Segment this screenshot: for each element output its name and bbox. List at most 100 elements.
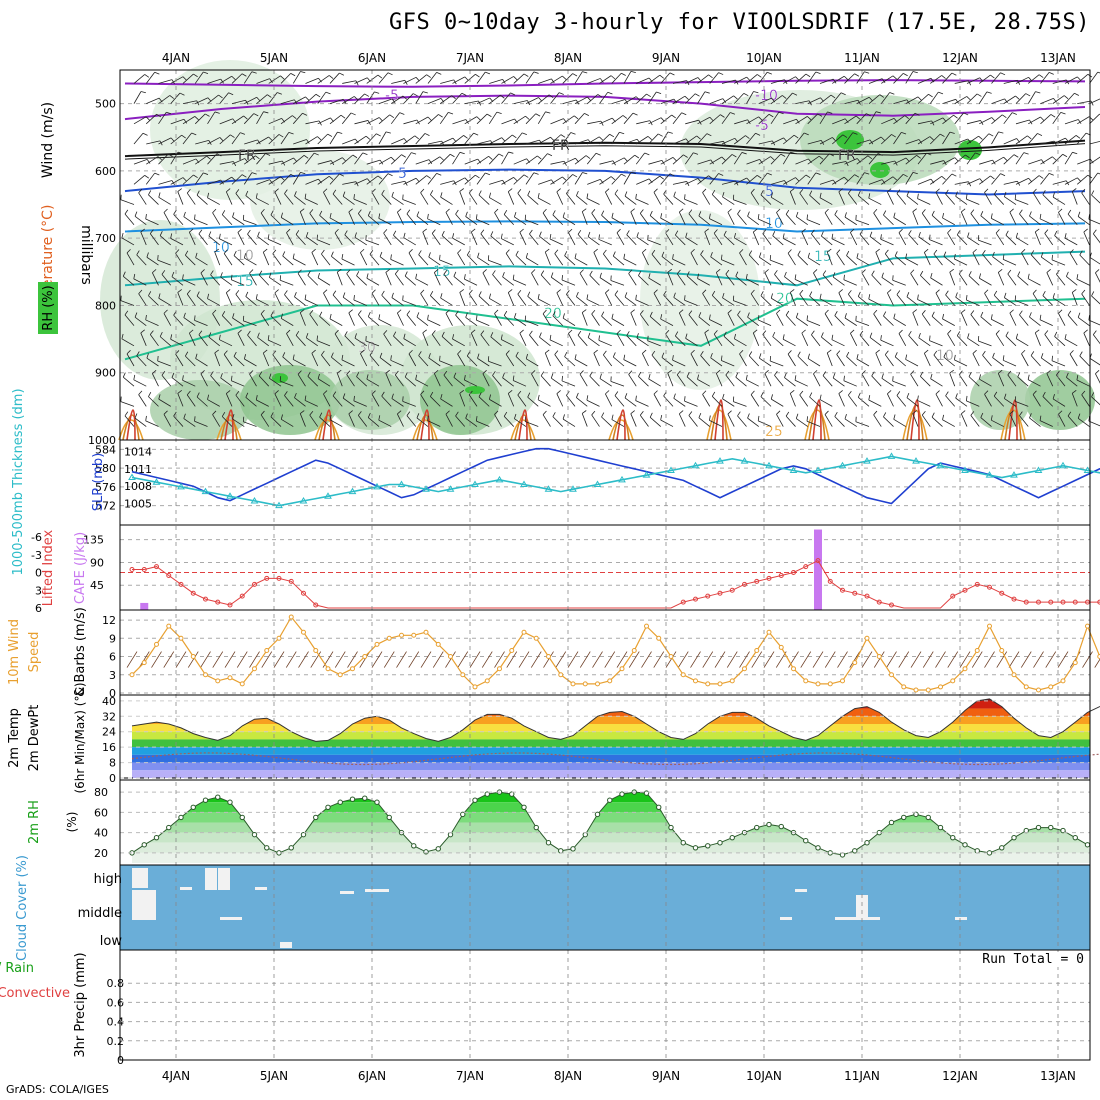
wind-barb-flag <box>348 410 353 415</box>
wind-barb <box>525 421 539 427</box>
wind-barb-flag <box>1027 135 1032 140</box>
wind-barb <box>856 113 867 125</box>
wind-barb <box>713 333 723 347</box>
wind-barb-flag <box>607 91 613 95</box>
wind-barb <box>958 273 968 286</box>
wind-barb-flag <box>371 289 376 294</box>
wind-barb <box>834 214 845 226</box>
wind-barb-flag <box>799 390 804 396</box>
wind-barb <box>1019 415 1029 427</box>
wind-barb <box>378 218 392 226</box>
wind-barb-flag <box>171 372 175 378</box>
wind-barb <box>158 398 171 407</box>
wind-speed-marker <box>827 681 833 687</box>
wind-barb <box>195 257 208 266</box>
wind-barb <box>235 394 245 407</box>
wind-barb <box>379 357 392 367</box>
wind-barb <box>978 91 988 104</box>
thickness-marker <box>250 496 259 504</box>
wind-barb-flag <box>309 209 314 214</box>
wind-barb <box>549 339 563 347</box>
thickness-marker <box>814 466 822 473</box>
wind-barb <box>465 317 478 326</box>
wind-barb-flag <box>679 309 684 314</box>
wind-barb-flag <box>834 210 838 215</box>
wind-barb <box>268 176 281 185</box>
wind-barb-flag <box>591 209 596 214</box>
wind-barb <box>824 212 833 225</box>
wind-barb-flag <box>284 290 288 295</box>
wind-barb <box>856 71 865 84</box>
wind-barb <box>183 418 196 427</box>
wind-barb <box>317 75 330 84</box>
wind-speed-marker <box>423 629 429 635</box>
wind-barb-flag <box>427 213 429 219</box>
rh-marker <box>411 843 417 849</box>
wind-barb <box>636 178 650 185</box>
rh-marker <box>1084 842 1091 848</box>
wind-barb <box>1009 211 1017 225</box>
upper-wind-label: Wind (m/s) <box>40 102 56 178</box>
wind-barb-flag <box>413 93 418 97</box>
wind-barb <box>306 337 318 347</box>
wind-barb-flag <box>770 156 775 161</box>
wind-barb-flag <box>331 352 334 358</box>
wind-barb <box>850 232 858 246</box>
wind-barb-flag <box>570 132 576 135</box>
wind-barb <box>317 133 328 145</box>
wind-barb-flag <box>391 191 394 197</box>
wind-barb-flag <box>464 76 469 81</box>
wind-barb <box>832 176 845 185</box>
wind-barb-flag <box>778 111 784 115</box>
wind-barb <box>697 91 706 104</box>
wind-barb-flag <box>307 371 311 377</box>
wind-barb <box>194 71 204 84</box>
wind-barb <box>601 416 613 427</box>
wind-barb <box>663 395 674 407</box>
wind-barb-flag <box>852 132 858 135</box>
wind-barb-flag <box>494 309 499 314</box>
wind-barb <box>1052 180 1067 185</box>
wind-barb <box>747 316 759 326</box>
wind-barb-flag <box>1058 410 1063 415</box>
wind-barb-flag <box>390 156 395 161</box>
wind-barb <box>478 295 490 306</box>
wind-barb-flag <box>545 349 550 354</box>
wind-barb-flag <box>280 414 283 420</box>
wind-barb <box>262 252 270 266</box>
wind-barb <box>146 140 160 145</box>
wind-barb <box>991 131 999 145</box>
wind-barb <box>734 135 746 145</box>
wind-barb-flag <box>595 152 601 156</box>
wind-barb-flag <box>961 309 966 314</box>
wind-barb <box>943 255 956 266</box>
wind-barb <box>893 157 907 165</box>
wind-speed-marker <box>203 672 208 678</box>
wind-barb <box>970 213 980 225</box>
wind-barb <box>223 354 233 367</box>
wind-barb <box>968 376 980 387</box>
wind-barb-flag <box>806 214 808 220</box>
wind-barb <box>935 191 943 205</box>
wind-barb <box>1003 180 1018 185</box>
wind-barb <box>918 236 931 246</box>
wind-barb-flag <box>661 352 665 358</box>
wind-barb <box>880 92 890 104</box>
wind-barb-flag <box>746 76 751 82</box>
wind-barb-flag <box>325 91 331 95</box>
wind-barb-flag <box>628 370 633 375</box>
cloud-patch <box>955 917 967 920</box>
wind-barb <box>550 134 562 145</box>
wind-barb <box>1052 297 1066 306</box>
wind-barb <box>733 401 747 407</box>
wind-barb-flag <box>249 269 254 274</box>
wind-barb-flag <box>1027 273 1030 279</box>
wind-barb-flag <box>366 273 369 279</box>
wind-barb <box>697 379 710 387</box>
wind-barb-flag <box>965 154 970 159</box>
wind-barb <box>908 234 919 246</box>
wind-barb <box>887 292 894 306</box>
wind-barb <box>933 354 943 367</box>
wind-barb <box>341 112 352 125</box>
wind-barb <box>133 379 147 387</box>
